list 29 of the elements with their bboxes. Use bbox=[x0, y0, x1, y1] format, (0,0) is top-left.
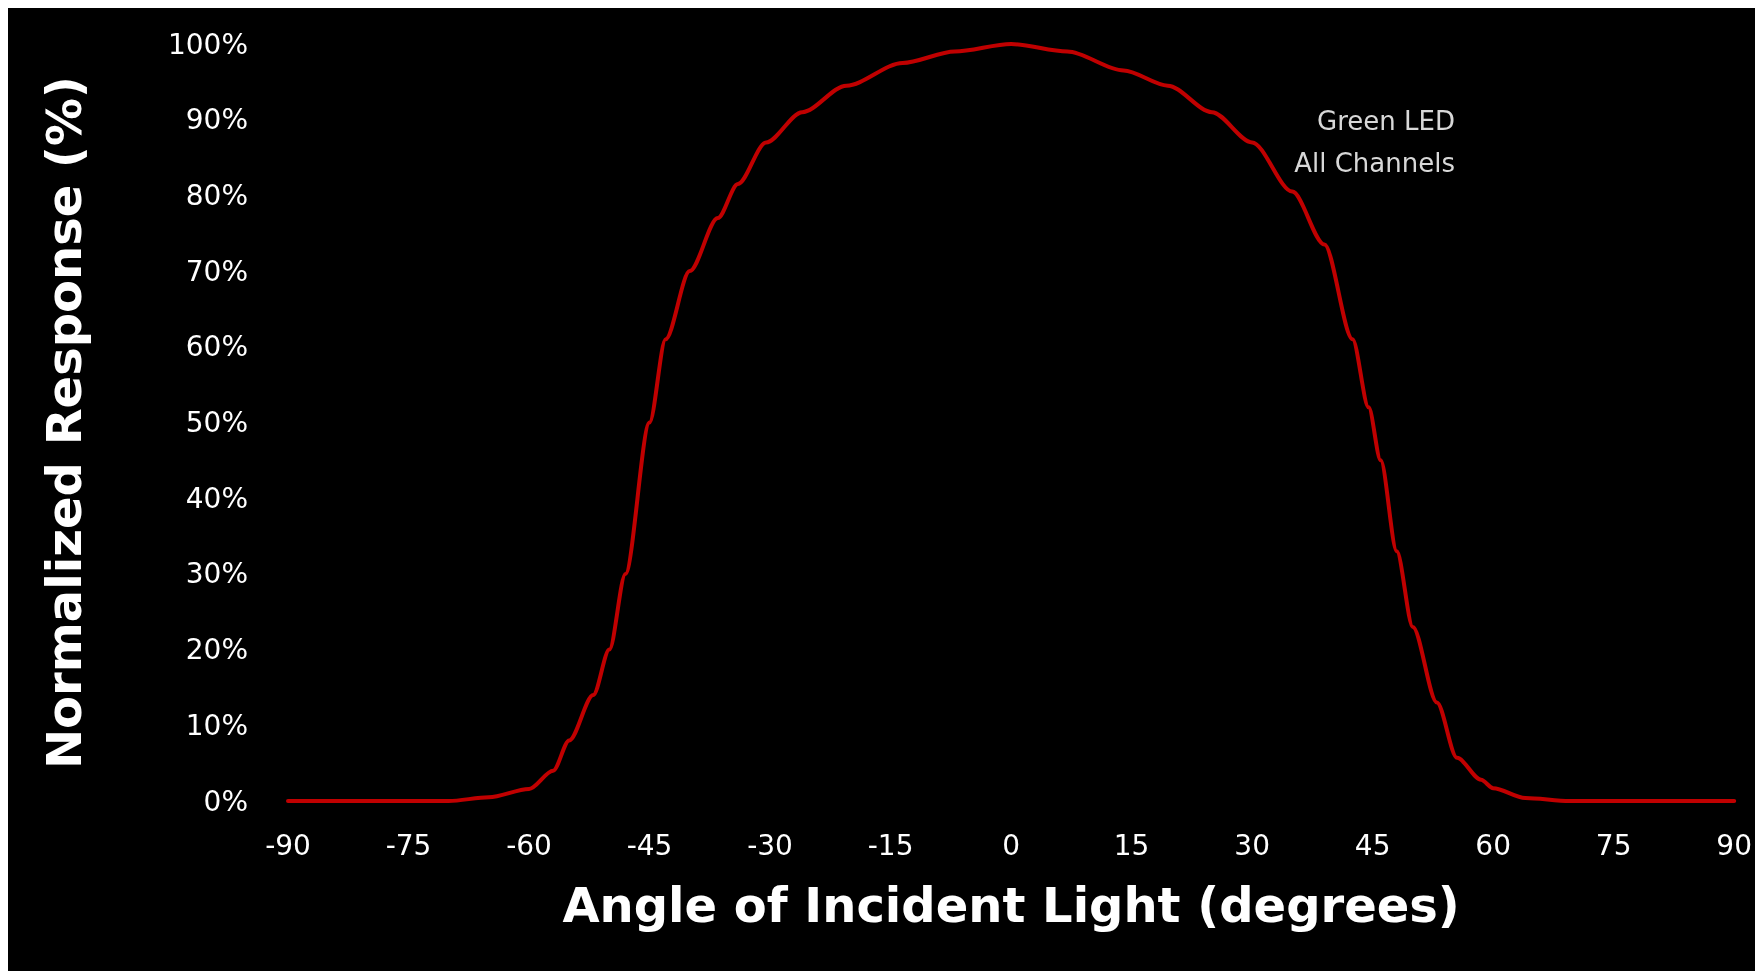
x-tick-label: 30 bbox=[1234, 828, 1270, 862]
annotation: All Channels bbox=[1294, 148, 1456, 178]
y-tick-label: 0% bbox=[203, 784, 248, 818]
x-axis-title: Angle of Incident Light (degrees) bbox=[562, 877, 1460, 933]
x-tick-label: 60 bbox=[1475, 828, 1511, 862]
x-tick-label: 90 bbox=[1716, 828, 1753, 862]
y-tick-label: 50% bbox=[185, 406, 248, 439]
y-tick-label: 60% bbox=[185, 330, 248, 364]
y-tick-label: 30% bbox=[185, 557, 248, 591]
x-tick-label: -45 bbox=[626, 828, 673, 862]
y-tick-label: 40% bbox=[185, 481, 248, 515]
y-tick-label: 80% bbox=[185, 178, 248, 212]
y-tick-label: 90% bbox=[185, 103, 248, 137]
y-tick-label: 20% bbox=[185, 633, 248, 667]
y-tick-label: 100% bbox=[167, 27, 248, 61]
y-tick-label: 10% bbox=[185, 708, 248, 742]
x-tick-label: -90 bbox=[265, 828, 311, 862]
y-axis-title: Normalized Response (%) bbox=[36, 75, 92, 770]
x-tick-label: -15 bbox=[867, 828, 914, 862]
x-tick-label: 45 bbox=[1354, 828, 1391, 862]
x-tick-label: 75 bbox=[1595, 828, 1632, 862]
line-series bbox=[286, 42, 1737, 803]
x-tick-label: -75 bbox=[385, 828, 432, 862]
x-tick-label: -60 bbox=[506, 828, 552, 862]
x-tick-label: -30 bbox=[747, 828, 793, 862]
annotation: Green LED bbox=[1317, 106, 1455, 136]
y-tick-label: 70% bbox=[185, 254, 248, 288]
x-tick-label: 15 bbox=[1113, 828, 1150, 862]
x-tick-label: 0 bbox=[1002, 828, 1021, 862]
